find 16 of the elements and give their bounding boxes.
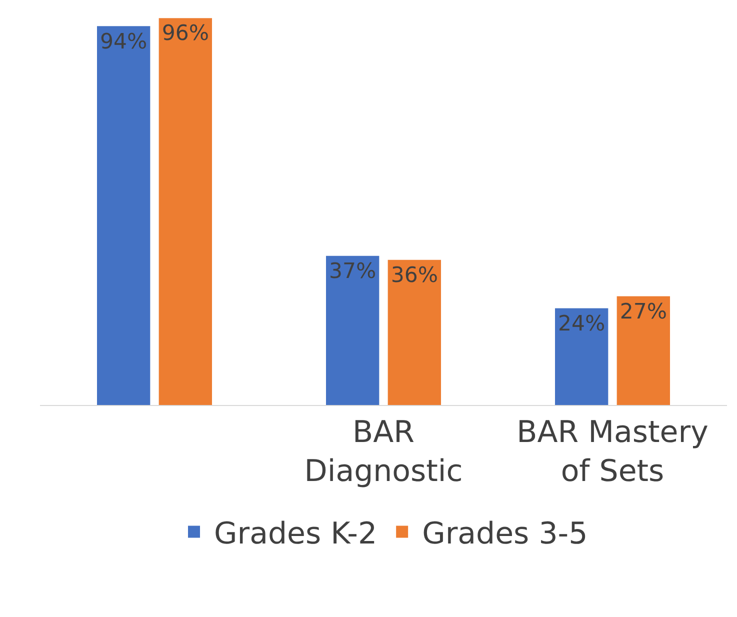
x-tick-label: BAR Diagnostic xyxy=(304,415,463,489)
bar xyxy=(616,296,670,405)
data-label: 36% xyxy=(390,263,438,288)
data-label: 96% xyxy=(162,21,209,46)
legend-label: Grades K-2 xyxy=(214,516,378,552)
data-label: 24% xyxy=(558,311,606,336)
legend-label: Grades 3-5 xyxy=(422,516,588,552)
bar xyxy=(326,256,380,405)
x-tick-label: BAR Mastery of Sets xyxy=(516,415,708,489)
data-label: 27% xyxy=(620,299,667,324)
bar xyxy=(555,308,608,405)
bar xyxy=(158,18,212,405)
bar xyxy=(388,260,441,405)
data-label: 94% xyxy=(100,29,148,54)
data-label: 37% xyxy=(329,258,376,284)
bar xyxy=(97,26,150,405)
